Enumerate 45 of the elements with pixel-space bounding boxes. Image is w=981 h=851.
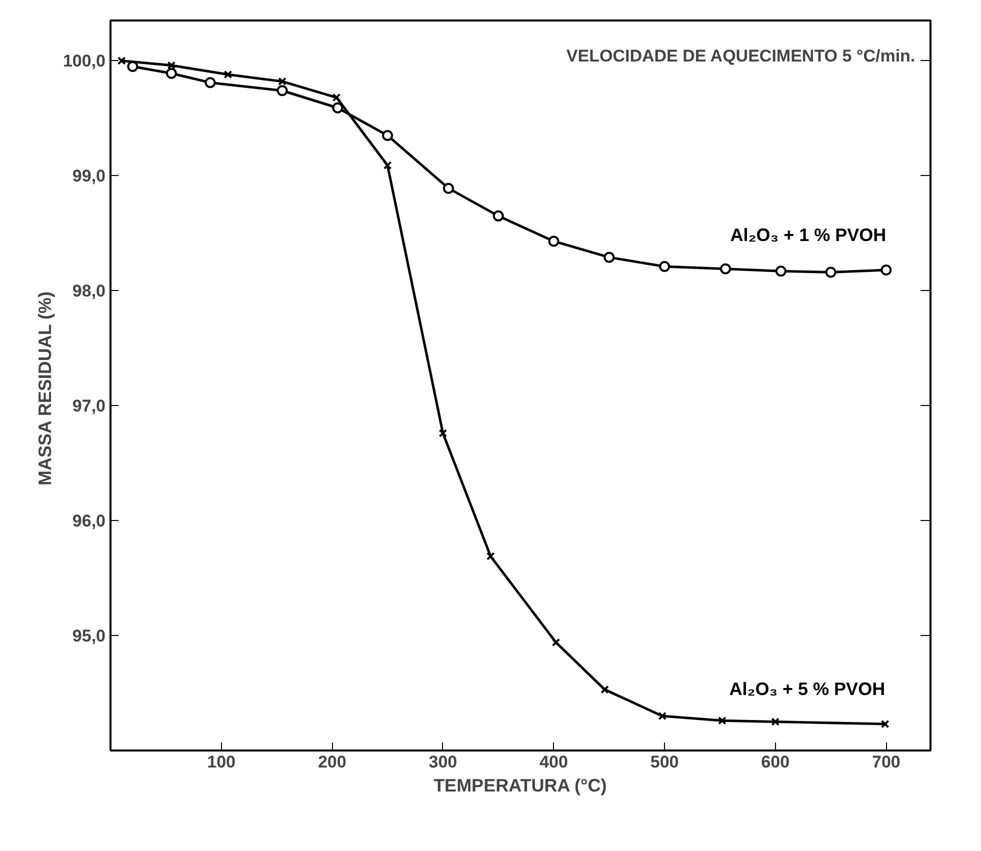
y-tick-label: 95,0 [72,626,106,646]
point [276,85,288,96]
x-tick-label: 700 [872,752,900,772]
point [600,685,609,694]
point [604,252,615,263]
y-tick-label: 97,0 [72,396,106,416]
x-tick-label: 100 [207,752,236,772]
point [492,210,504,222]
point [332,93,341,102]
point [167,61,176,70]
point [382,130,394,141]
point [771,718,780,726]
point [718,716,726,725]
x-tick-label: 300 [428,752,458,772]
point [880,720,890,728]
x-axis-title: TEMPERATURA (°C) [434,776,607,796]
point [775,266,786,277]
y-tick-label: 100,0 [62,52,106,71]
annotation: VELOCIDADE DE AQUECIMENTO 5 °C/min. [566,46,916,66]
y-tick-label: 96,0 [72,512,106,531]
point [486,552,495,560]
point [166,68,177,79]
point [720,263,731,274]
y-tick-label: 99,0 [72,166,106,186]
x-tick-label: 200 [318,752,346,772]
point [224,70,232,79]
point [332,102,344,114]
point [383,161,392,170]
x-tick-label: 400 [540,752,568,772]
series-label: Al₂O₃ + 5 % PVOH [729,679,886,700]
point [880,264,892,276]
point [442,182,454,194]
y-axis-title: MASSA RESIDUAL (%) [34,291,55,486]
point [552,638,560,647]
point [438,429,448,438]
series-label: Al₂O₃ + 1 % PVOH [730,224,886,245]
point [278,77,286,86]
y-tick-label: 98,0 [72,282,106,301]
point [204,77,216,88]
x-tick-label: 500 [650,752,679,772]
point [658,712,667,720]
x-tick-label: 600 [761,752,790,772]
point [548,236,560,247]
point [659,261,670,272]
point [825,266,836,278]
